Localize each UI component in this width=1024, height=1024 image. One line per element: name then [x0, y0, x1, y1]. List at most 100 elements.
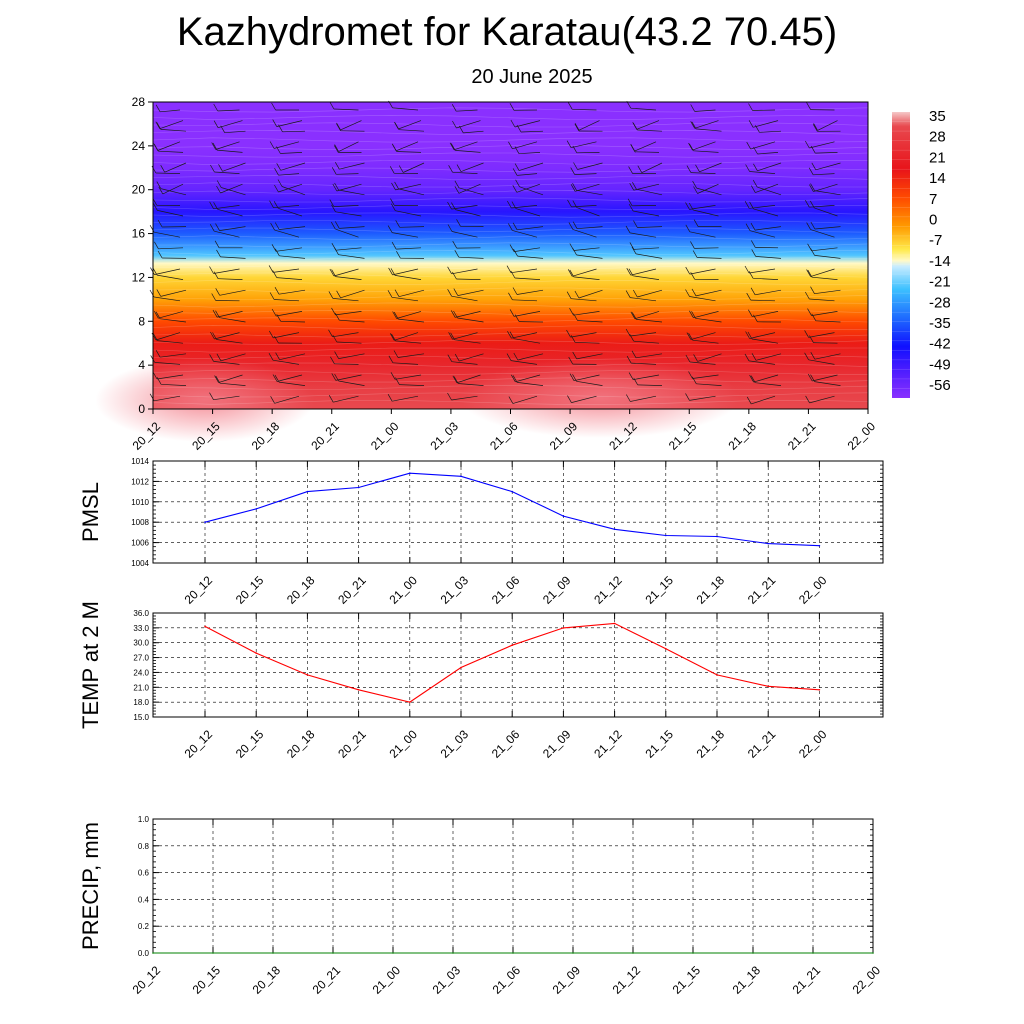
- heatmap-contour-line: [152, 264, 869, 270]
- wind-barb-flag: [391, 241, 397, 250]
- wind-barb-flag: [688, 371, 693, 379]
- heatmap-contour-line: [152, 317, 869, 323]
- wind-barb-flag: [453, 376, 459, 384]
- wind-barb-flag: [744, 201, 750, 209]
- panel-x-tick-label: 21_18: [694, 727, 728, 761]
- wind-barb-flag: [810, 286, 815, 294]
- wind-barb-flag: [328, 291, 334, 299]
- wind-barb-flag: [750, 287, 756, 295]
- wind-barb: [214, 171, 240, 174]
- wind-barb-flag: [633, 220, 638, 228]
- wind-barb: [455, 311, 481, 318]
- wind-barb: [161, 383, 187, 386]
- series-point: [212, 952, 214, 954]
- wind-barb: [813, 342, 838, 344]
- heatmap-x-tick-label: 21_00: [368, 419, 402, 453]
- wind-barb: [571, 395, 597, 403]
- wind-barb: [394, 332, 419, 341]
- wind-barb: [399, 226, 425, 228]
- wind-barb: [634, 141, 657, 152]
- wind-barb: [570, 332, 597, 338]
- series-point: [357, 486, 360, 489]
- wind-barb: [633, 210, 660, 217]
- wind-barb-flag: [569, 308, 574, 316]
- wind-barb-flag: [685, 354, 691, 363]
- wind-barb: [571, 298, 597, 302]
- wind-barb: [214, 230, 240, 238]
- wind-barb-flag: [155, 104, 161, 112]
- wind-barb-flag: [631, 312, 637, 320]
- panel-y-tick-label: 27.0: [133, 654, 149, 663]
- wind-barb: [336, 173, 359, 175]
- wind-barb: [630, 395, 657, 402]
- panel-y-tick-label: 1010: [131, 498, 149, 507]
- wind-barb: [457, 289, 484, 296]
- wind-barb: [578, 289, 603, 299]
- panel-y-axis-label: PRECIP, mm: [78, 822, 103, 950]
- wind-barb: [809, 395, 835, 404]
- panel-y-tick-label: 1.0: [138, 815, 150, 824]
- wind-barb: [451, 395, 478, 401]
- wind-barb: [637, 289, 663, 298]
- wind-barb-flag: [566, 140, 572, 148]
- wind-barb: [280, 152, 303, 154]
- wind-barb: [694, 109, 716, 112]
- wind-barb-flag: [572, 351, 578, 360]
- wind-barb-flag: [334, 351, 339, 359]
- wind-barb-flag: [746, 141, 752, 150]
- wind-barb: [513, 247, 541, 252]
- wind-barb-flag: [390, 203, 396, 211]
- wind-barb-flag: [629, 183, 635, 191]
- wind-barb-flag: [746, 292, 752, 301]
- heatmap-contour-line: [152, 235, 869, 241]
- wind-barb-flag: [330, 356, 335, 364]
- wind-barb-flag: [512, 222, 518, 230]
- wind-barb: [815, 162, 841, 171]
- wind-barb: [811, 276, 838, 280]
- panel-y-tick-label: 33.0: [133, 624, 149, 633]
- wind-barb-flag: [811, 313, 817, 321]
- wind-barb-flag: [271, 308, 277, 317]
- wind-barb-flag: [152, 371, 158, 380]
- series-point: [204, 625, 206, 628]
- heatmap-y-tick-label: 4: [138, 358, 145, 372]
- wind-barb: [453, 141, 478, 151]
- wind-barb: [398, 188, 425, 196]
- wind-barb: [218, 278, 243, 280]
- wind-barb: [218, 374, 243, 383]
- wind-barb: [463, 130, 484, 134]
- wind-barb-flag: [512, 375, 518, 383]
- wind-barb-flag: [574, 123, 580, 132]
- wind-barb-flag: [507, 331, 512, 339]
- wind-barb: [395, 340, 422, 344]
- wind-barb: [815, 320, 841, 323]
- wind-barb: [755, 289, 782, 296]
- wind-barb: [160, 109, 181, 113]
- wind-barb: [517, 226, 544, 231]
- wind-barb: [692, 141, 716, 151]
- wind-barb-flag: [507, 223, 513, 231]
- wind-barb-flag: [451, 104, 457, 112]
- wind-barb-flag: [513, 352, 519, 361]
- panel-y-tick-label: 1006: [131, 539, 149, 548]
- wind-barb-flag: [512, 168, 518, 176]
- wind-barb: [396, 311, 422, 319]
- wind-barb-flag: [333, 145, 339, 153]
- wind-barb: [576, 189, 603, 196]
- wind-barb-flag: [211, 142, 217, 150]
- wind-barb-flag: [514, 163, 520, 171]
- wind-barb-flag: [689, 310, 694, 318]
- series-point: [204, 521, 206, 523]
- wind-barb-flag: [276, 146, 281, 154]
- heatmap-contour-line: [152, 242, 869, 248]
- wind-barb: [749, 332, 776, 339]
- wind-barb: [514, 120, 541, 128]
- wind-barb: [757, 152, 779, 155]
- wind-barb-flag: [690, 104, 696, 112]
- wind-barb: [220, 353, 246, 362]
- heatmap-contour-line: [152, 355, 869, 361]
- wind-barb-flag: [336, 122, 341, 131]
- wind-barb-flag: [273, 201, 279, 209]
- wind-barb: [335, 247, 362, 251]
- wind-barb-flag: [748, 120, 754, 128]
